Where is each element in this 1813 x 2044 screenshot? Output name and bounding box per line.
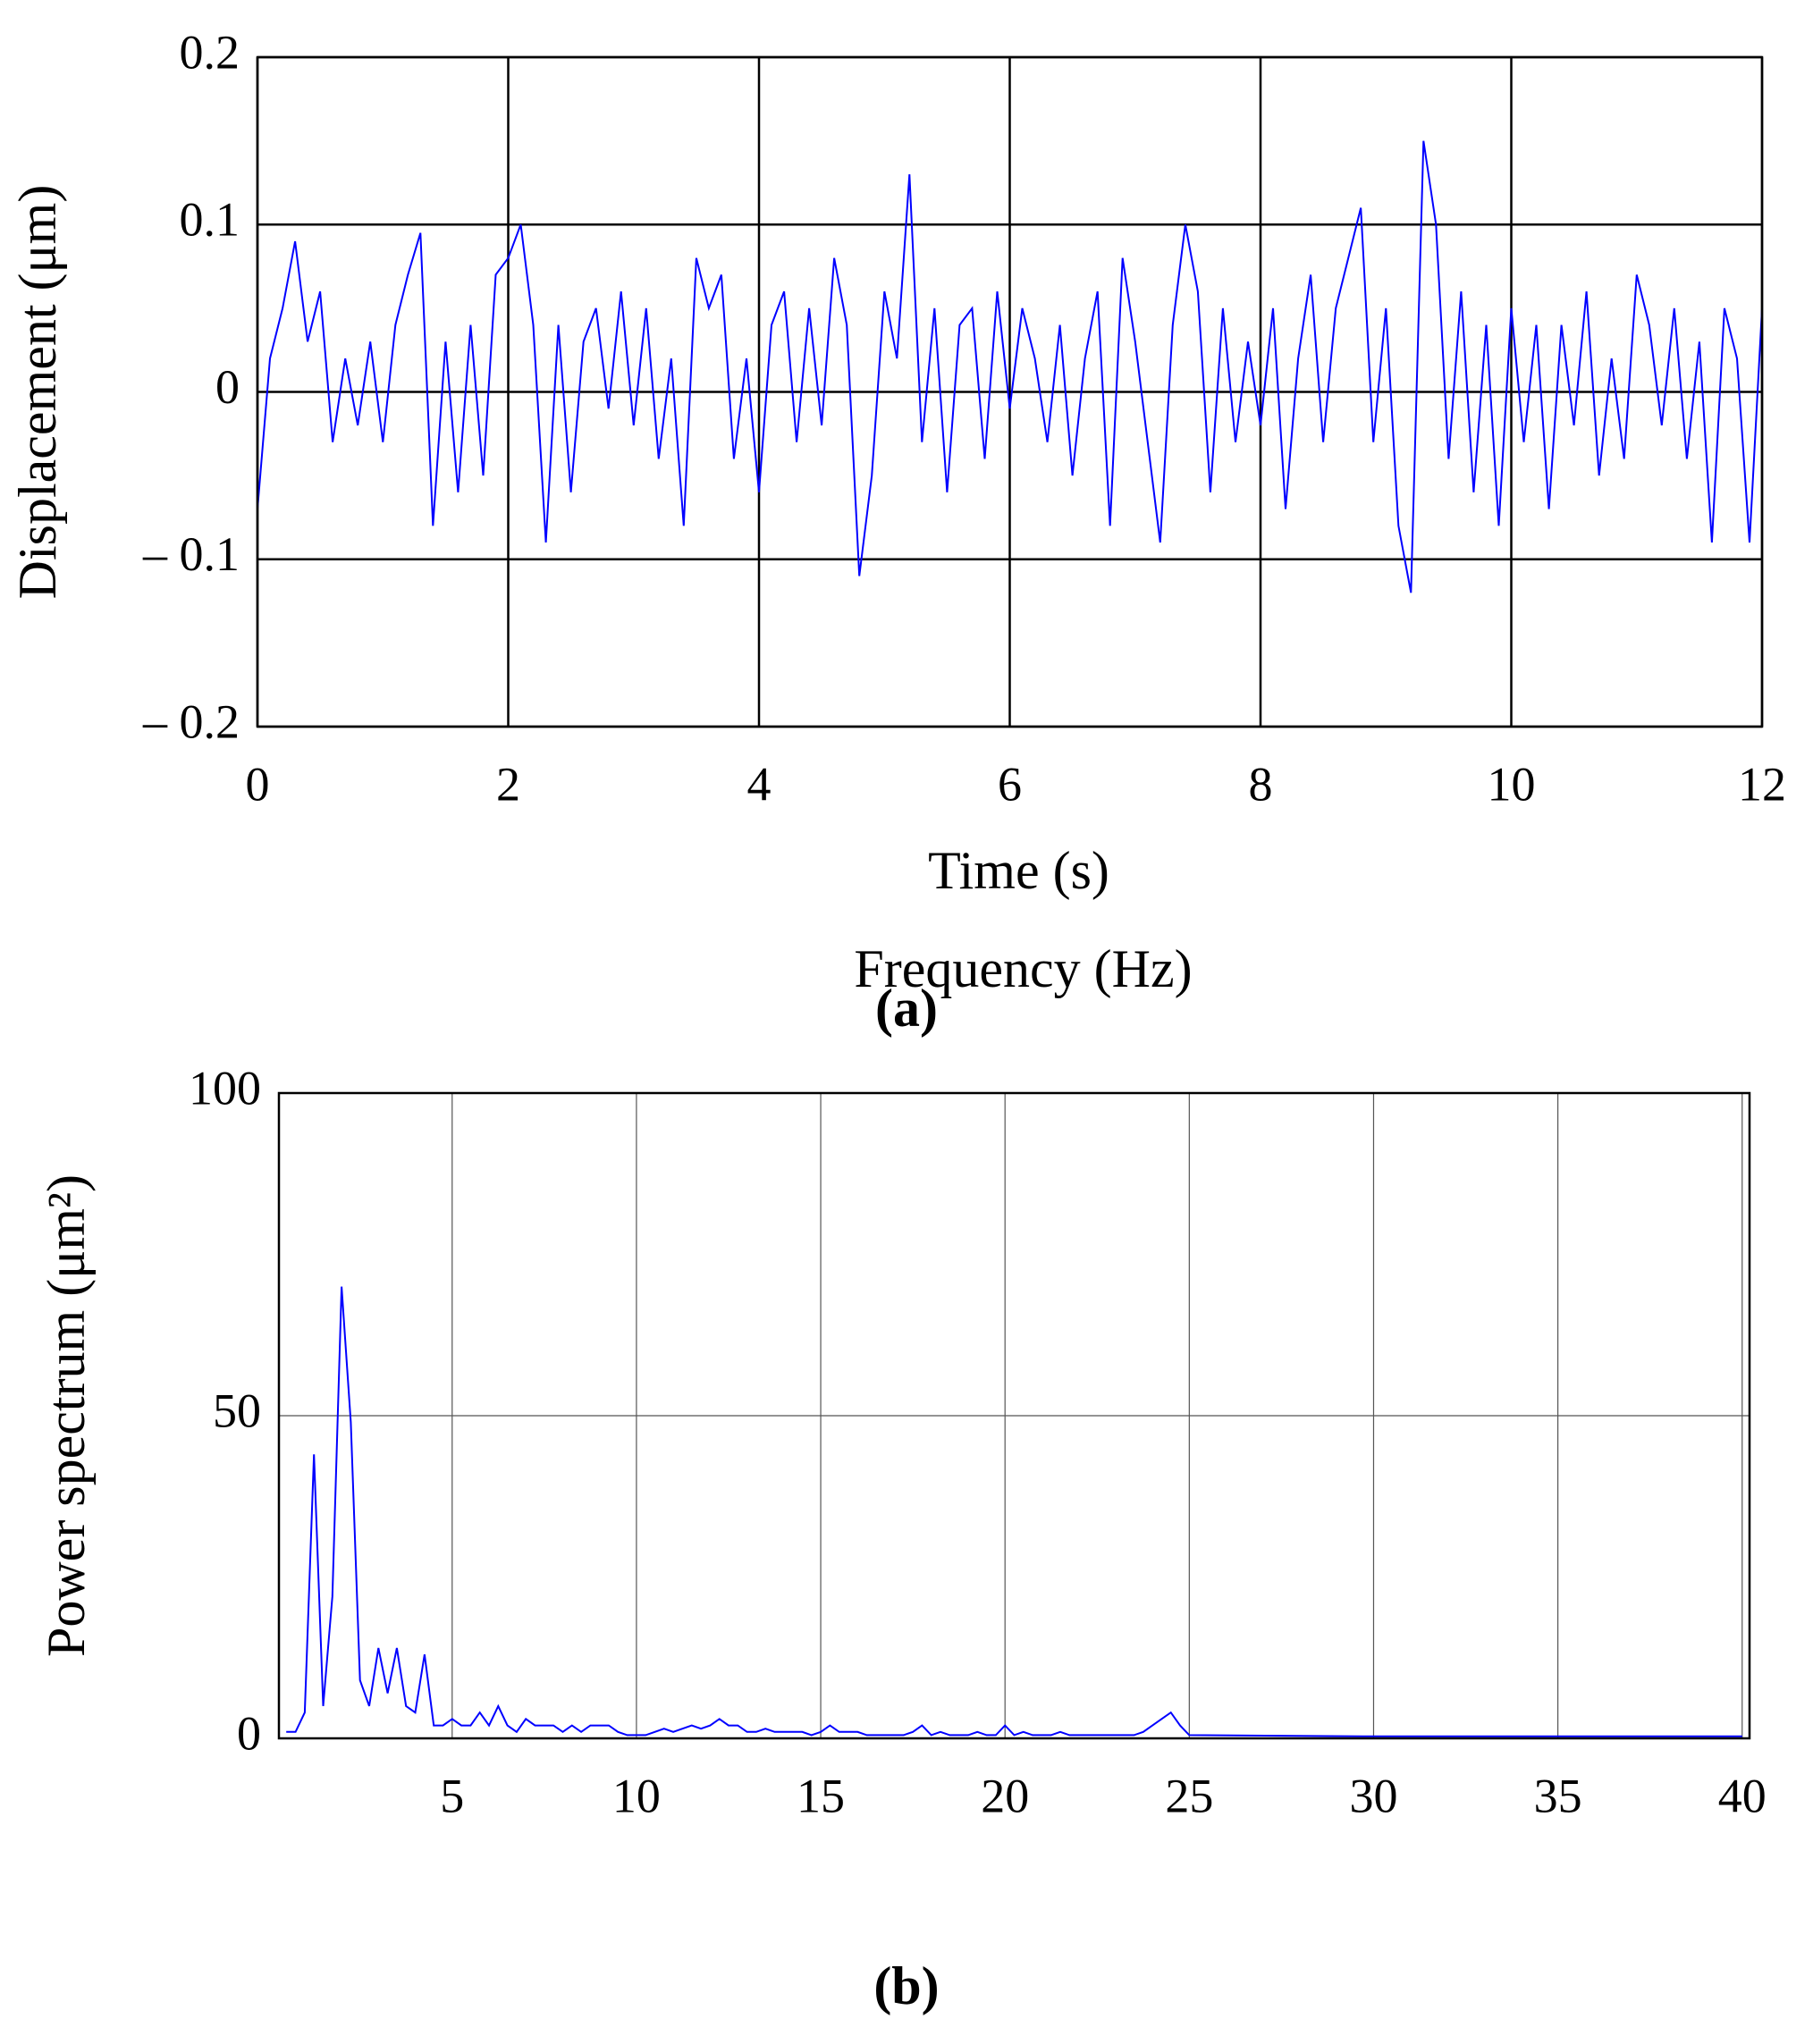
x-tick-label: 10 [1488, 757, 1536, 811]
y-tick-label: – 0.2 [142, 694, 240, 748]
y-tick-label: 50 [213, 1384, 261, 1437]
x-tick-label: 20 [981, 1769, 1029, 1822]
y-tick-label: 0 [215, 360, 240, 414]
x-tick-label: 8 [1249, 757, 1273, 811]
panel-label: (a) [875, 979, 938, 1038]
panel-label: (b) [873, 1956, 939, 2015]
x-tick-label: 40 [1718, 1769, 1767, 1822]
y-axis-label: Power spectrum (μm²) [37, 1174, 96, 1657]
x-axis-label: Time (s) [928, 841, 1109, 900]
data-line [286, 1286, 1742, 1737]
x-tick-label: 15 [797, 1769, 845, 1822]
x-tick-label: 12 [1738, 757, 1786, 811]
y-axis-label: Displacement (μm) [8, 185, 67, 600]
plot-frame [256, 55, 1764, 728]
y-tick-label: 0.2 [180, 25, 240, 79]
x-tick-label: 6 [998, 757, 1022, 811]
data-line [257, 140, 1763, 593]
x-tick-label: 0 [246, 757, 270, 811]
x-tick-label: 35 [1534, 1769, 1582, 1822]
y-tick-label: 0.1 [180, 193, 240, 247]
x-tick-label: 4 [747, 757, 772, 811]
x-tick-label: 25 [1165, 1769, 1213, 1822]
x-tick-label: 2 [496, 757, 520, 811]
x-tick-label: 10 [612, 1769, 661, 1822]
x-tick-label: 5 [440, 1769, 464, 1822]
y-tick-label: 0 [237, 1706, 261, 1760]
y-tick-label: – 0.1 [142, 527, 240, 581]
y-tick-label: 100 [189, 1061, 261, 1115]
plot-frame [277, 1091, 1751, 1740]
x-axis-label: Frequency (Hz) [854, 939, 1192, 998]
x-tick-label: 30 [1349, 1769, 1397, 1822]
